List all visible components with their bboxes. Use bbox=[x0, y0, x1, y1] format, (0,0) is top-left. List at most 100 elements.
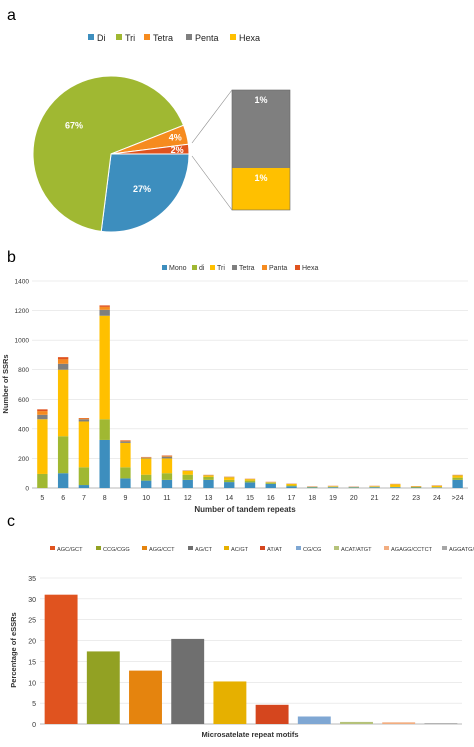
pie-data-label: 2% bbox=[171, 145, 184, 155]
legend-label-di: Di bbox=[97, 33, 106, 43]
y-tick-label: 10 bbox=[28, 680, 36, 687]
legend-label-hexa: Hexa bbox=[239, 33, 260, 43]
bar-segment-tri bbox=[328, 486, 338, 487]
bar bbox=[340, 722, 373, 724]
bar bbox=[213, 681, 246, 724]
legend-swatch-di bbox=[88, 34, 94, 40]
bar-segment-di bbox=[266, 483, 276, 484]
x-tick-label: 20 bbox=[350, 495, 358, 502]
bar-segment-mono bbox=[390, 487, 400, 488]
y-tick-label: 0 bbox=[25, 486, 29, 493]
x-tick-label: 5 bbox=[40, 495, 44, 502]
bar-segment-tri bbox=[141, 458, 151, 474]
breakout-data-label: 1% bbox=[254, 95, 267, 105]
bar-segment-di bbox=[452, 478, 462, 480]
bar-segment-tetra bbox=[58, 364, 68, 370]
y-tick-label: 200 bbox=[18, 456, 29, 463]
bar bbox=[382, 722, 415, 724]
bar-segment-mono bbox=[183, 480, 193, 488]
legend-swatch-tetra bbox=[144, 34, 150, 40]
bar-segment-di bbox=[37, 474, 47, 488]
breakout-data-label: 1% bbox=[254, 173, 267, 183]
legend-swatch bbox=[260, 546, 265, 550]
x-tick-label: 24 bbox=[433, 495, 441, 502]
bar-segment-mono bbox=[162, 480, 172, 488]
bar-segment-tri bbox=[432, 486, 442, 487]
bar-segment-mono bbox=[369, 487, 379, 488]
bar-segment-di bbox=[183, 475, 193, 480]
legend-label-tri: Tri bbox=[125, 33, 135, 43]
legend-label-di: di bbox=[199, 265, 205, 272]
bar-segment-tri bbox=[162, 458, 172, 473]
x-tick-label: 6 bbox=[61, 495, 65, 502]
legend-label: CCG/CGG bbox=[103, 547, 130, 553]
panel-label-b: b bbox=[7, 249, 16, 266]
y-tick-label: 1200 bbox=[15, 308, 30, 315]
pie-data-label: 67% bbox=[65, 120, 83, 130]
bar-segment-tri bbox=[183, 471, 193, 475]
legend-label: CG/CG bbox=[303, 547, 321, 553]
legend-swatch bbox=[224, 546, 229, 550]
bar-segment-hexa bbox=[37, 409, 47, 411]
x-axis-title: Microsatelate repeat motifs bbox=[201, 730, 298, 739]
legend-swatch-tetra bbox=[232, 265, 237, 270]
legend-label-tri: Tri bbox=[217, 265, 225, 272]
bar-segment-mono bbox=[349, 487, 359, 488]
bar-segment-tri bbox=[390, 484, 400, 487]
bar-segment-tri bbox=[37, 419, 47, 474]
bar-segment-di bbox=[58, 436, 68, 473]
bar-segment-mono bbox=[307, 487, 317, 488]
bar-segment-mono bbox=[452, 480, 462, 488]
panel-label-c: c bbox=[7, 513, 15, 530]
legend-label-penta: Penta bbox=[195, 33, 219, 43]
bar-segment-tetra bbox=[120, 441, 130, 442]
connector-line-top bbox=[192, 90, 232, 143]
y-tick-label: 35 bbox=[28, 576, 36, 583]
bar bbox=[129, 671, 162, 724]
legend-label: AG/CT bbox=[195, 547, 213, 553]
legend-swatch-hexa bbox=[230, 34, 236, 40]
legend-label: AGC/GCT bbox=[57, 547, 83, 553]
bar-segment-di bbox=[79, 467, 89, 485]
bar-segment-tri bbox=[203, 475, 213, 476]
bar-segment-tri bbox=[245, 479, 255, 480]
bar-segment-mono bbox=[224, 482, 234, 488]
legend-label: AGAGG/CCTCT bbox=[391, 547, 433, 553]
bar-segment-tetra bbox=[79, 419, 89, 421]
bar-segment-tri bbox=[224, 477, 234, 480]
bar-segment-mono bbox=[99, 440, 109, 488]
bar-segment-panta bbox=[162, 456, 172, 457]
x-tick-label: 23 bbox=[412, 495, 420, 502]
y-tick-label: 5 bbox=[32, 701, 36, 708]
bar-segment-panta bbox=[37, 411, 47, 415]
legend-swatch bbox=[50, 546, 55, 550]
bar bbox=[298, 716, 331, 724]
x-tick-label: 19 bbox=[329, 495, 337, 502]
bar-segment-tri bbox=[99, 316, 109, 420]
bar-segment-mono bbox=[141, 481, 151, 488]
bar-segment-di bbox=[224, 480, 234, 482]
panel-label-a: a bbox=[7, 7, 16, 24]
bar-segment-panta bbox=[79, 419, 89, 420]
x-tick-label: 12 bbox=[184, 495, 192, 502]
legend-label-tetra: Tetra bbox=[239, 265, 255, 272]
bar-segment-mono bbox=[58, 473, 68, 488]
y-tick-label: 1400 bbox=[15, 279, 30, 286]
bar-segment-tetra bbox=[162, 457, 172, 459]
bar-segment-tetra bbox=[141, 458, 151, 459]
y-tick-label: 15 bbox=[28, 659, 36, 666]
x-axis-title: Number of tandem repeats bbox=[194, 505, 296, 514]
bar-segment-mono bbox=[245, 482, 255, 488]
y-axis-title: Number of SSRs bbox=[1, 354, 10, 413]
connector-line-bottom bbox=[192, 156, 232, 210]
x-tick-label: 13 bbox=[205, 495, 213, 502]
bar-segment-tri bbox=[79, 421, 89, 467]
bar-segment-mono bbox=[328, 487, 338, 488]
bar-segment-di bbox=[99, 419, 109, 440]
bar-segment-mono bbox=[203, 480, 213, 488]
